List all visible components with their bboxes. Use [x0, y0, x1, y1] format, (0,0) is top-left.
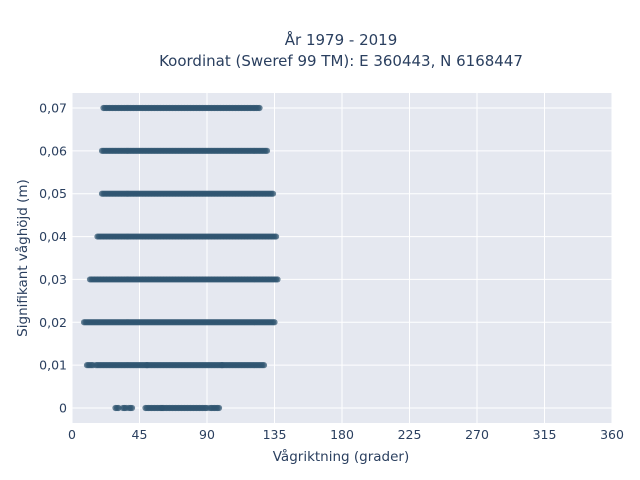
x-axis-label: Vågriktning (grader) — [273, 448, 410, 465]
x-tick-label: 180 — [330, 427, 354, 442]
y-tick-label: 0 — [59, 401, 67, 416]
y-tick-label: 0,05 — [39, 186, 67, 201]
y-tick-label: 0,07 — [39, 101, 67, 116]
data-point — [256, 104, 263, 112]
x-tick-label: 0 — [68, 427, 76, 442]
x-tick-label: 45 — [132, 427, 148, 442]
x-tick-label: 90 — [199, 427, 215, 442]
scatter-points — [80, 104, 281, 412]
data-point — [269, 190, 277, 197]
data-point — [271, 319, 278, 326]
y-tick-label: 0,01 — [39, 358, 67, 373]
x-tick-label: 315 — [533, 427, 557, 442]
data-point — [272, 233, 280, 240]
x-tick-label: 270 — [465, 427, 489, 442]
data-point — [128, 404, 136, 412]
x-tick-label: 135 — [263, 427, 287, 442]
x-axis-ticks: 0 45 90 135 180 225 270 315 360 — [68, 427, 624, 442]
y-axis-label: Signifikant våghöjd (m) — [14, 179, 31, 337]
data-point — [263, 147, 271, 154]
y-axis-ticks: 0 0,01 0,02 0,03 0,04 0,05 0,06 0,07 — [39, 101, 67, 416]
data-point — [215, 404, 223, 412]
y-tick-label: 0,03 — [39, 272, 67, 287]
data-point — [115, 404, 122, 412]
y-tick-label: 0,02 — [39, 315, 67, 330]
y-tick-label: 0,06 — [39, 143, 67, 158]
x-tick-label: 360 — [600, 427, 624, 442]
data-point — [260, 362, 268, 369]
chart-title-line-2: Koordinat (Sweref 99 TM): E 360443, N 61… — [159, 52, 523, 70]
chart-title-line-1: År 1979 - 2019 — [285, 30, 398, 49]
data-point — [274, 276, 281, 283]
y-tick-label: 0,04 — [39, 229, 67, 244]
x-tick-label: 225 — [398, 427, 422, 442]
